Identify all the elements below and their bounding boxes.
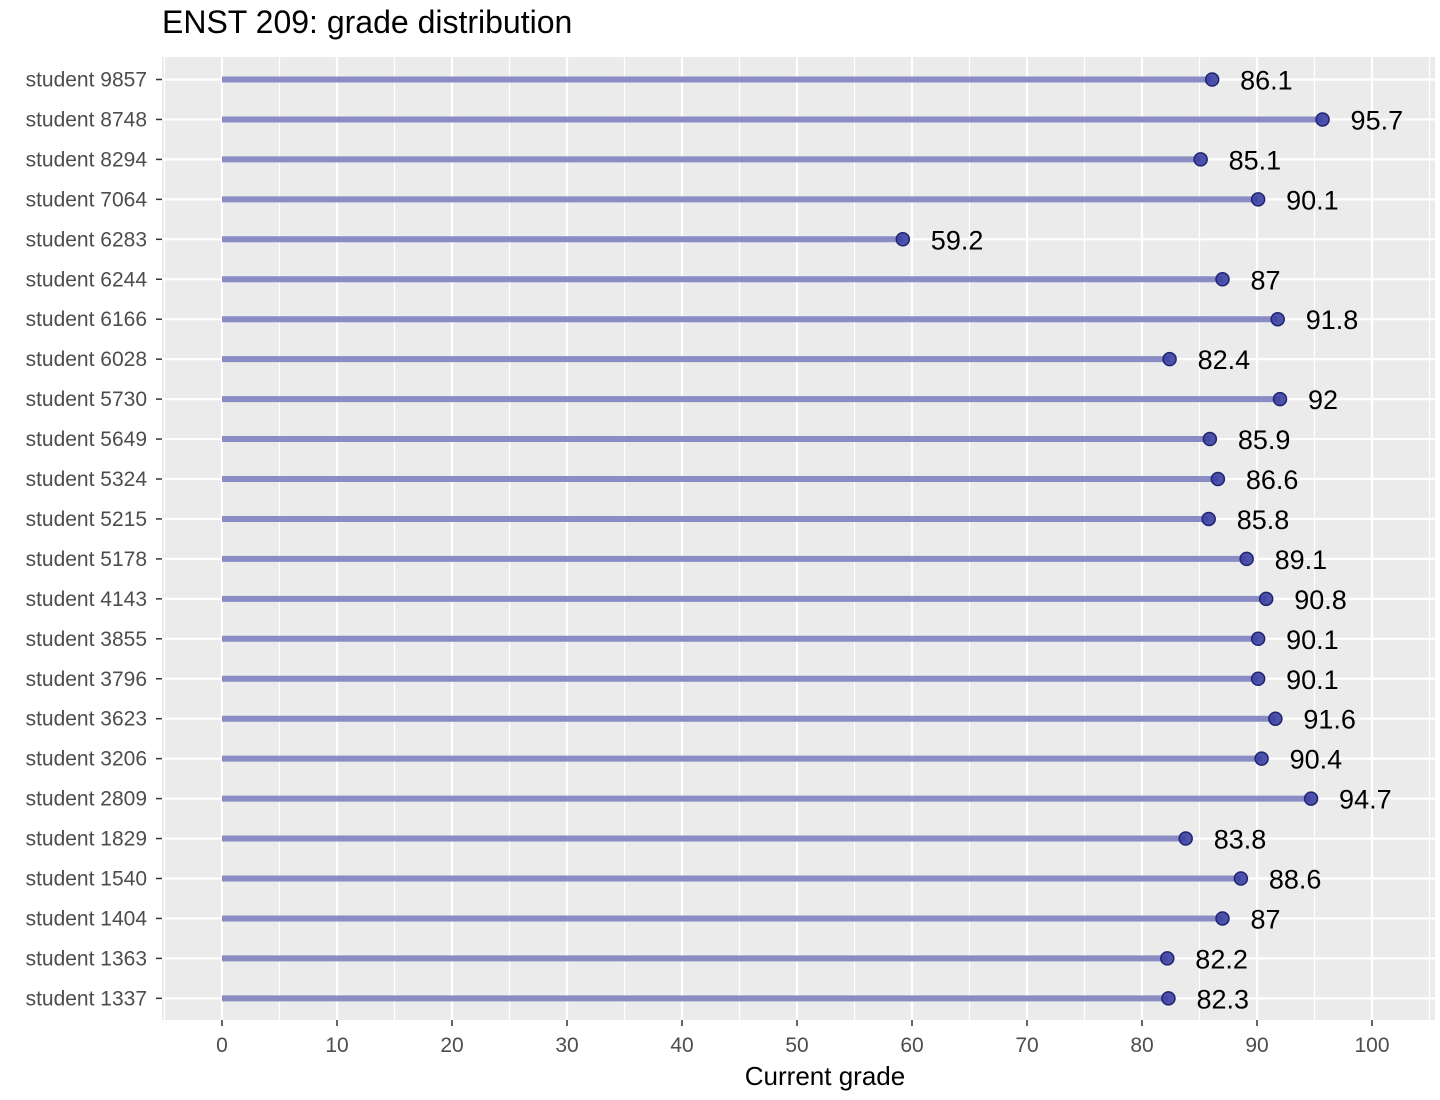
y-tick-label: student 8748: [26, 108, 147, 131]
lollipop-point: [1193, 152, 1208, 167]
data-label: 90.8: [1294, 585, 1347, 615]
x-tick-label: 100: [1354, 1034, 1389, 1057]
lollipop-point: [1254, 751, 1269, 766]
x-tick-label: 90: [1245, 1034, 1268, 1057]
data-label: 90.4: [1290, 745, 1343, 775]
data-label: 85.1: [1229, 145, 1282, 175]
y-tick-label: student 1404: [26, 907, 148, 930]
y-tick-label: student 5178: [26, 548, 147, 571]
lollipop-points: [895, 72, 1330, 1006]
lollipop-point: [1239, 551, 1254, 567]
data-label: 82.4: [1198, 345, 1251, 375]
y-tick-label: student 3796: [26, 668, 147, 691]
lollipop-point: [1161, 991, 1176, 1006]
x-tick-label: 20: [440, 1034, 463, 1057]
lollipop-point: [1202, 431, 1218, 447]
lollipop-point: [1268, 711, 1283, 726]
y-tick-label: student 6166: [26, 308, 147, 331]
lollipop-point: [1272, 391, 1288, 407]
data-label: 90.1: [1286, 185, 1339, 215]
lollipop-point: [1250, 671, 1266, 686]
data-label: 90.1: [1286, 665, 1339, 695]
data-label: 86.6: [1246, 465, 1299, 495]
lollipop-point: [1204, 72, 1220, 87]
x-axis: 0 10 20 30 40 50 60 70 80 90 100: [216, 1020, 1390, 1057]
y-tick-label: student 6283: [26, 228, 147, 251]
data-label: 87: [1251, 904, 1281, 934]
lollipop-point: [1233, 871, 1249, 886]
lollipop-point: [1315, 112, 1330, 127]
y-tick-label: student 1363: [26, 947, 147, 970]
lollipop-stems: [222, 76, 1323, 1002]
y-tick-label: student 5215: [26, 508, 147, 531]
y-tick-label: student 5730: [26, 388, 147, 411]
chart-title: ENST 209: grade distribution: [162, 4, 572, 40]
lollipop-point: [1215, 911, 1230, 926]
data-label: 82.3: [1196, 984, 1249, 1014]
data-label: 85.8: [1237, 505, 1290, 535]
y-tick-label: student 2809: [26, 788, 147, 811]
data-label: 95.7: [1351, 105, 1404, 135]
x-tick-label: 80: [1130, 1034, 1153, 1057]
data-label: 92: [1308, 385, 1338, 415]
lollipop-point: [1162, 351, 1177, 367]
x-tick-label: 10: [325, 1034, 348, 1057]
y-tick-label: student 7064: [26, 188, 148, 211]
data-label: 59.2: [931, 225, 984, 255]
data-label: 82.2: [1195, 944, 1248, 974]
x-tick-label: 60: [900, 1034, 923, 1057]
lollipop-point: [1250, 631, 1266, 647]
x-axis-title: Current grade: [745, 1061, 905, 1091]
data-label: 83.8: [1214, 825, 1267, 855]
y-tick-label: student 5324: [26, 468, 148, 491]
lollipop-point: [895, 232, 911, 247]
data-label: 91.8: [1306, 305, 1359, 335]
data-label: 88.6: [1269, 865, 1322, 895]
y-tick-label: student 6028: [26, 348, 147, 371]
y-tick-label: student 3623: [26, 708, 147, 731]
lollipop-point: [1178, 831, 1193, 846]
y-tick-label: student 5649: [26, 428, 147, 451]
y-axis: student 9857 student 8748 student 8294 stud…: [26, 69, 162, 1010]
y-tick-label: student 1829: [26, 828, 147, 851]
x-tick-label: 50: [785, 1034, 808, 1057]
lollipop-point: [1160, 951, 1175, 966]
plot-panel: [162, 57, 1435, 1020]
data-label: 86.1: [1240, 66, 1293, 96]
x-tick-label: 0: [216, 1034, 228, 1057]
data-label: 94.7: [1339, 785, 1392, 815]
x-tick-label: 70: [1015, 1034, 1038, 1057]
data-label: 91.6: [1303, 705, 1356, 735]
data-label: 89.1: [1275, 545, 1328, 575]
y-tick-label: student 4143: [26, 588, 147, 611]
lollipop-point: [1250, 192, 1266, 207]
lollipop-point: [1303, 791, 1319, 806]
x-tick-label: 40: [670, 1034, 693, 1057]
lollipop-point: [1201, 511, 1216, 527]
y-tick-label: student 8294: [26, 148, 148, 171]
y-tick-label: student 3206: [26, 748, 147, 771]
y-tick-label: student 1337: [26, 987, 147, 1010]
data-label: 87: [1251, 265, 1281, 295]
data-label: 90.1: [1286, 625, 1339, 655]
x-tick-label: 30: [555, 1034, 578, 1057]
data-labels: 86.195.785.190.159.28791.882.49285.986.6…: [931, 66, 1403, 1015]
y-tick-label: student 1540: [26, 868, 147, 891]
lollipop-point: [1210, 471, 1226, 487]
y-tick-label: student 3855: [26, 628, 147, 651]
lollipop-point: [1270, 311, 1285, 327]
data-label: 85.9: [1238, 425, 1291, 455]
y-tick-label: student 9857: [26, 69, 147, 92]
lollipop-point: [1215, 272, 1230, 287]
lollipop-point: [1258, 591, 1274, 607]
y-tick-label: student 6244: [26, 268, 148, 291]
